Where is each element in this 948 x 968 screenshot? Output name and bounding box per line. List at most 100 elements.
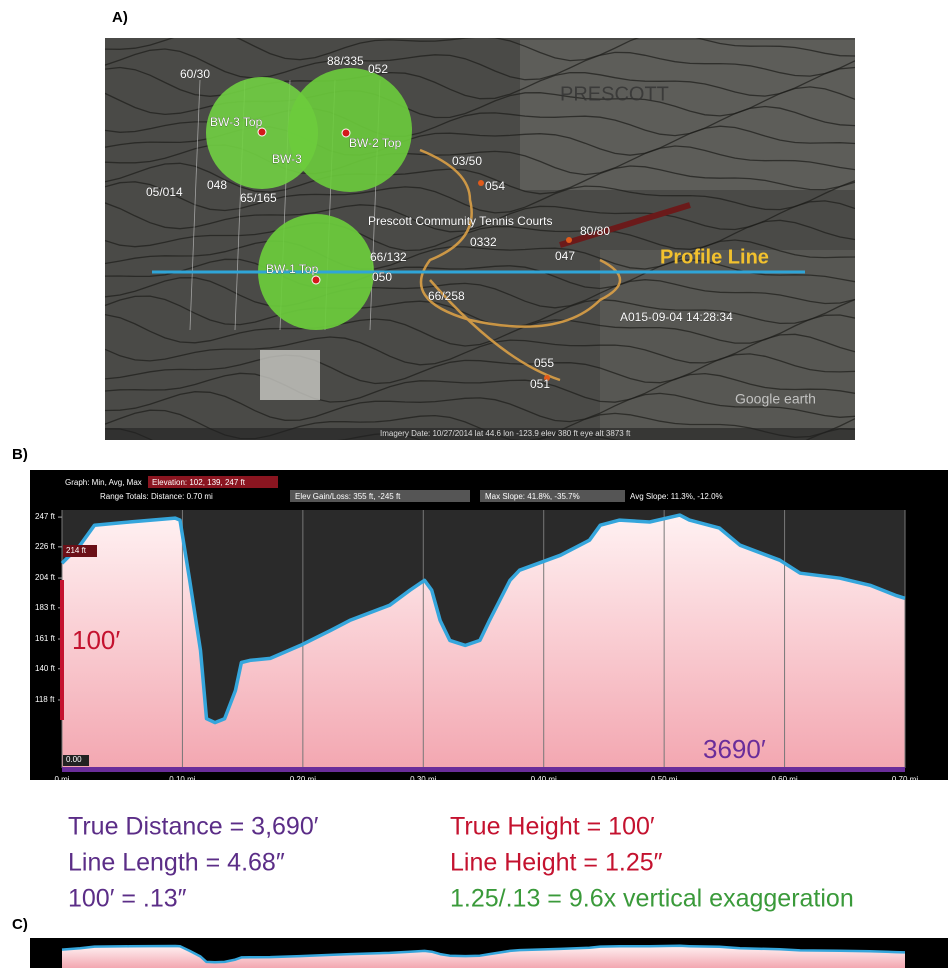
- contour: [105, 181, 855, 214]
- map-label: 65/165: [240, 191, 277, 205]
- y-tick-label: 247 ft: [35, 512, 56, 521]
- point: [311, 275, 321, 285]
- contour: [105, 372, 855, 403]
- contour: [105, 48, 855, 81]
- map-label: BW-1 Top: [266, 262, 319, 276]
- map-label: 054: [485, 179, 505, 193]
- note: Line Length = 4.68″: [68, 849, 285, 877]
- contours: [105, 38, 855, 440]
- building: [260, 350, 320, 400]
- panel-label: C): [12, 916, 28, 933]
- profile-label: Profile Line: [660, 246, 769, 268]
- header-box: [148, 476, 278, 488]
- header-text: Max Slope: 41.8%, -35.7%: [485, 492, 580, 501]
- map-label: 047: [555, 249, 575, 263]
- map: 60/30 88/335 052 BW-3 Top BW-2 Top BW-3 …: [105, 38, 855, 440]
- annotation: 3690′: [703, 734, 766, 764]
- area: [62, 945, 905, 968]
- header-text: Elev Gain/Loss: 355 ft, -245 ft: [295, 492, 401, 501]
- header-text: Range Totals: Distance: 0.70 mi: [100, 492, 213, 501]
- map-label: PRESCOTT: [560, 83, 669, 105]
- map-footer-bar: [105, 428, 855, 440]
- contour: [105, 295, 855, 328]
- marker-label: 0.00: [66, 755, 82, 764]
- contour: [105, 239, 855, 270]
- map-label: Prescott Community Tennis Courts: [368, 214, 553, 228]
- map-label: 66/132: [370, 250, 407, 264]
- point: [341, 128, 351, 138]
- map-label: A015-09-04 14:28:34: [620, 310, 733, 324]
- header-text: Avg Slope: 11.3%, -12.0%: [630, 492, 723, 501]
- profile-line: [60, 513, 906, 725]
- trail: [419, 148, 622, 382]
- y-tick-label: 161 ft: [35, 634, 56, 643]
- point: [478, 180, 484, 186]
- trail-segment: [559, 202, 691, 248]
- map-patch: [600, 250, 855, 440]
- y-tick-label: 140 ft: [35, 664, 56, 673]
- y-tick-label: 204 ft: [35, 573, 56, 582]
- zone: [288, 68, 412, 192]
- map-label: 048: [207, 178, 227, 192]
- contour: [105, 38, 855, 62]
- map-footer: Imagery Date: 10/27/2014 lat 44.6 lon -1…: [380, 429, 631, 438]
- contour: [105, 313, 855, 347]
- note: True Height = 100′: [450, 813, 655, 841]
- contour: [105, 391, 855, 423]
- height-bar: [60, 580, 64, 720]
- true-scale-plot: [61, 944, 906, 968]
- attribution: Google earth: [735, 391, 816, 407]
- header-text: Elevation: 102, 139, 247 ft: [152, 478, 246, 487]
- contour: [105, 277, 855, 309]
- parcel-line: [189, 79, 201, 331]
- point: [566, 237, 572, 243]
- map-label: BW-3: [272, 152, 302, 166]
- map-label: 03/50: [452, 154, 482, 168]
- map-label: 88/335: [327, 54, 364, 68]
- contour: [105, 353, 855, 385]
- marker-box: [63, 545, 97, 557]
- map-label: 05/014: [146, 185, 183, 199]
- profile-line: [61, 944, 906, 964]
- note: True Distance = 3,690′: [68, 813, 319, 841]
- x-tick-label: 0.50 mi: [651, 775, 677, 784]
- panel-label: B): [12, 446, 28, 463]
- annotation: 100′: [72, 625, 120, 655]
- map-label: 051: [530, 377, 550, 391]
- marker-box: [63, 755, 89, 766]
- map-label: 050: [372, 270, 392, 284]
- header-text: Graph: Min, Avg, Max: [65, 478, 142, 487]
- point: [257, 127, 267, 137]
- header-box: [290, 490, 470, 502]
- map-label: 80/80: [580, 224, 610, 238]
- note: 100′ = .13″: [68, 885, 187, 913]
- x-tick-label: 0.10 mi: [169, 775, 195, 784]
- note: 1.25/.13 = 9.6x vertical exaggeration: [450, 885, 854, 913]
- x-tick-label: 0.20 mi: [290, 775, 316, 784]
- x-tick-label: 0.70 mi: [892, 775, 918, 784]
- map-label: 052: [368, 62, 388, 76]
- panel-label: A): [112, 9, 128, 26]
- map-label: 055: [534, 356, 554, 370]
- map-label: 60/30: [180, 67, 210, 81]
- profile-plot: 0 mi 0.10 mi 0.20 mi 0.30 mi 0.40 mi 0.50 mi 0…: [35, 510, 918, 784]
- point: [544, 375, 550, 381]
- map-label: 66/258: [428, 289, 465, 303]
- y-tick-label: 183 ft: [35, 603, 56, 612]
- y-tick-label: 118 ft: [35, 695, 55, 704]
- map-label: BW-2 Top: [349, 136, 402, 150]
- area: [62, 515, 905, 768]
- x-tick-label: 0.60 mi: [771, 775, 797, 784]
- contour: [105, 200, 855, 233]
- x-tick-label: 0.30 mi: [410, 775, 436, 784]
- map-label: BW-3 Top: [210, 115, 263, 129]
- distance-bar: [62, 767, 905, 772]
- x-tick-label: 0.40 mi: [531, 775, 557, 784]
- y-tick-label: 226 ft: [35, 542, 56, 551]
- contour: [105, 219, 855, 252]
- contour: [105, 258, 855, 290]
- header-box: [480, 490, 625, 502]
- contour: [105, 162, 855, 195]
